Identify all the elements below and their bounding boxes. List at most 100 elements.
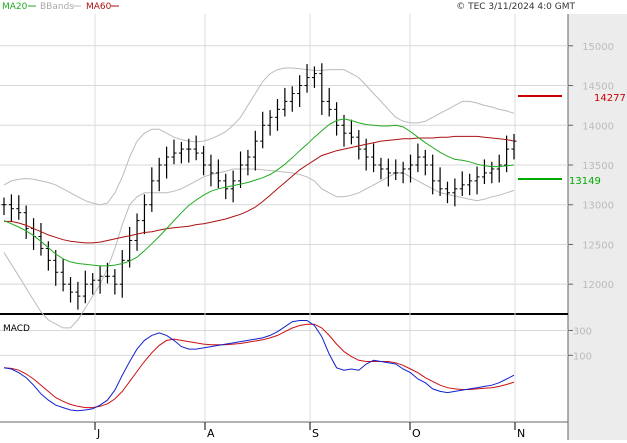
- price-bar: [97, 265, 103, 294]
- price-bar: [304, 64, 310, 93]
- macd-y-tick-label: 100: [573, 351, 592, 362]
- price-bar: [496, 154, 502, 183]
- price-bar: [178, 141, 184, 164]
- price-bar: [260, 111, 266, 149]
- axis-gutter: [568, 14, 627, 440]
- price-y-tick-label: 13000: [582, 201, 614, 212]
- price-bar: [134, 213, 140, 251]
- macd-grid: [0, 329, 568, 356]
- price-bar: [8, 194, 14, 223]
- copyright: © TEC 3/11/2024 4:0 GMT: [456, 2, 575, 12]
- price-bar: [16, 195, 22, 220]
- x-tick-label: J: [96, 427, 100, 440]
- price-bar: [193, 135, 199, 161]
- price-bar: [53, 250, 59, 286]
- price-y-axis: 12000 12500 13000 13500 14000 14500 15000: [568, 42, 614, 291]
- price-y-tick-label: 12500: [582, 240, 614, 251]
- price-bar: [319, 63, 325, 115]
- price-bar: [141, 194, 147, 235]
- macd-label: MACD: [3, 324, 30, 334]
- price-bar: [274, 99, 280, 131]
- price-bar: [385, 158, 391, 187]
- macd-y-axis: 100 300: [568, 326, 592, 362]
- price-bar: [171, 139, 177, 165]
- vertical-grid: [94, 14, 516, 422]
- price-bar: [156, 157, 162, 192]
- price-bar: [282, 87, 288, 117]
- price-bar: [60, 258, 66, 292]
- price-bar: [90, 273, 96, 295]
- price-y-tick-label: 12000: [582, 280, 614, 291]
- price-bar: [371, 143, 377, 173]
- price-bar: [23, 205, 29, 239]
- macd-signal-line: [3, 323, 515, 409]
- bband-lower-line: [3, 168, 515, 329]
- price-bar: [348, 119, 354, 145]
- price-bar: [400, 161, 406, 184]
- price-bar: [341, 114, 347, 147]
- price-bar: [82, 270, 88, 304]
- price-bar: [149, 167, 155, 212]
- bollinger-bands: [3, 67, 515, 329]
- legend-ma20: MA20: [2, 2, 28, 12]
- x-tick-label: N: [517, 427, 525, 440]
- price-bar: [467, 173, 473, 196]
- price-bar: [504, 135, 510, 173]
- price-bar: [38, 222, 44, 256]
- price-bar: [356, 130, 362, 160]
- price-bar: [238, 151, 244, 189]
- price-bar: [311, 66, 317, 88]
- price-bar: [326, 87, 332, 117]
- price-bar: [215, 159, 221, 189]
- price-bar: [289, 86, 295, 112]
- macd-line: [3, 320, 515, 412]
- price-marker-low-value: 13149: [569, 176, 601, 187]
- price-y-tick-label: 15000: [582, 42, 614, 53]
- price-bar: [164, 146, 170, 179]
- price-bar: [444, 181, 450, 204]
- price-bar: [334, 102, 340, 136]
- price-bar: [230, 170, 236, 203]
- ma60-line: [4, 135, 515, 244]
- price-bar: [201, 145, 207, 176]
- price-bar: [1, 197, 7, 216]
- price-bar: [459, 171, 465, 196]
- macd-y-tick-label: 300: [573, 326, 592, 337]
- x-tick-label: O: [412, 427, 421, 440]
- legend-ma60: MA60: [86, 2, 112, 12]
- price-bar: [408, 154, 414, 183]
- price-bar: [437, 167, 443, 196]
- price-bar: [452, 178, 458, 207]
- price-y-tick-label: 14500: [582, 82, 614, 93]
- macd-lines: [3, 320, 515, 412]
- price-bar: [223, 173, 229, 200]
- price-bar: [68, 277, 74, 303]
- price-bar: [393, 159, 399, 181]
- price-bar: [415, 143, 421, 173]
- price-bar: [481, 159, 487, 185]
- price-bar: [252, 130, 258, 171]
- price-bar: [267, 110, 273, 136]
- price-bar: [245, 149, 251, 176]
- price-bar: [511, 133, 517, 160]
- price-bar: [422, 149, 428, 176]
- x-tick-label: S: [312, 427, 319, 440]
- legend-bbands: BBands: [40, 2, 74, 12]
- price-bar: [378, 157, 384, 180]
- price-bar: [489, 161, 495, 184]
- price-bar: [119, 250, 125, 298]
- price-bar: [297, 75, 303, 107]
- price-y-tick-label: 14000: [582, 121, 614, 132]
- price-bars: [1, 63, 517, 310]
- ma20-line: [3, 118, 515, 267]
- price-bar: [208, 154, 214, 187]
- moving-averages: [3, 118, 515, 267]
- price-bar: [474, 166, 480, 195]
- price-bar: [45, 241, 51, 271]
- price-bar: [75, 281, 81, 310]
- x-tick-label: A: [207, 427, 215, 440]
- price-bar: [430, 154, 436, 195]
